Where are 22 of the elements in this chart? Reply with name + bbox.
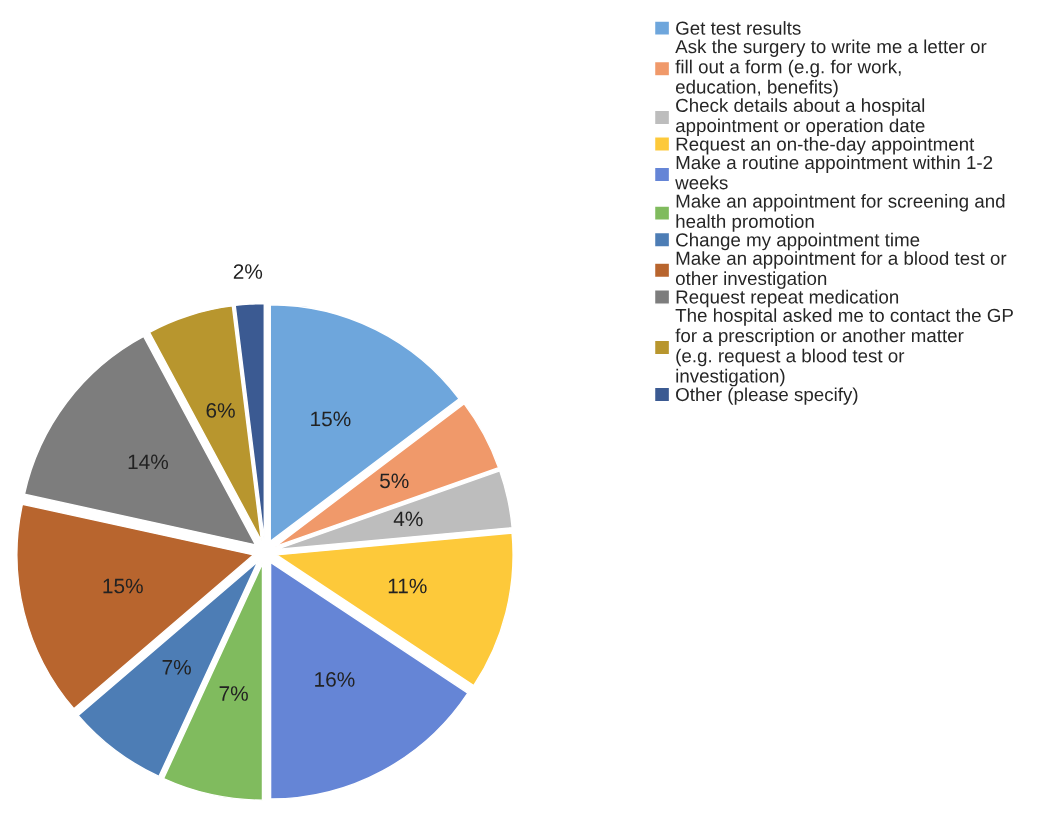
legend-label: Request repeat medication <box>676 289 899 308</box>
data-label: 4% <box>393 511 423 527</box>
data-label: 11% <box>388 578 427 594</box>
data-label: 7% <box>162 660 191 675</box>
data-label: 6% <box>206 403 235 418</box>
legend-label: Other (please specify) <box>676 387 858 405</box>
legend-label: The hospital asked me to contact the GP for a prescription or another matter (e.g. request a blood test or investigation) <box>675 308 1013 387</box>
data-label: 2% <box>233 264 263 279</box>
legend-label: Change my appointment time <box>676 232 920 251</box>
legend-label: Ask the surgery to write me a letter or fill out a form (e.g. for work, education, benefits) <box>675 39 987 98</box>
legend-label: Check details about a hospital appointment or operation date <box>675 98 925 136</box>
legend-label: Make an appointment for a blood test or other investigation <box>675 251 1007 289</box>
legend-label: Make an appointment for screening and health promotion <box>676 194 1005 232</box>
legend-label: Request an on-the-day appointment <box>676 137 975 155</box>
legend-label: Make a routine appointment within 1-2 weeks <box>675 155 993 190</box>
data-label: 5% <box>380 473 409 489</box>
data-label: 14% <box>128 454 169 470</box>
data-label: 16% <box>315 672 355 687</box>
data-label: 15% <box>103 578 143 594</box>
legend-label: Get test results <box>676 21 801 35</box>
data-label: 7% <box>219 686 248 701</box>
data-label: 15% <box>311 411 351 427</box>
